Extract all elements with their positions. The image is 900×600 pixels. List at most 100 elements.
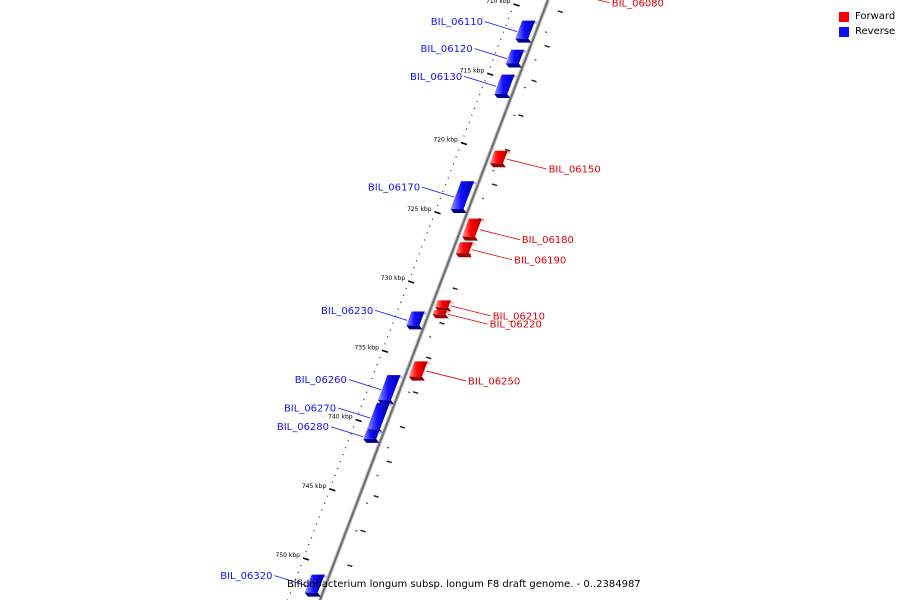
- gene-label[interactable]: BIL_06080: [612, 0, 664, 9]
- minor-tick: [415, 259, 418, 262]
- gene-bil-06110[interactable]: BIL_06110: [431, 17, 540, 43]
- minor-tick: [471, 114, 473, 117]
- tick-label: 730 kbp: [381, 275, 406, 282]
- dash-tick: [399, 425, 406, 429]
- gene-leader-line: [375, 310, 408, 321]
- gene-bottom-face: [462, 236, 479, 241]
- minor-tick: [336, 467, 339, 470]
- minor-tick: [505, 24, 507, 27]
- gene-label[interactable]: BIL_06270: [284, 404, 336, 415]
- gene-bottom-face: [406, 325, 423, 330]
- gene-leader-line: [484, 21, 518, 33]
- minor-tick: [468, 121, 471, 124]
- gene-label[interactable]: BIL_06250: [468, 376, 520, 387]
- minor-tick: [365, 391, 368, 394]
- gene-label[interactable]: BIL_06120: [421, 44, 473, 55]
- gene-body: [489, 150, 508, 164]
- major-tick: [513, 3, 520, 7]
- minor-tick: [376, 474, 379, 477]
- minor-tick: [386, 446, 390, 449]
- gene-label[interactable]: BIL_06280: [277, 422, 329, 433]
- gene-bottom-face: [432, 314, 449, 319]
- genome-backbone: [318, 0, 550, 600]
- gene-body: [408, 361, 428, 377]
- gene-leader-line: [338, 407, 371, 419]
- gene-label[interactable]: BIL_06210: [493, 311, 545, 322]
- minor-tick: [349, 432, 352, 435]
- gene-bil-06180[interactable]: BIL_06180: [462, 218, 574, 247]
- minor-tick: [499, 38, 502, 40]
- minor-tick: [436, 204, 439, 207]
- gene-bil-06250[interactable]: BIL_06250: [408, 361, 520, 387]
- minor-tick: [444, 183, 447, 186]
- legend-forward-label: Forward: [855, 11, 896, 22]
- minor-tick: [307, 543, 310, 546]
- gene-label[interactable]: BIL_06220: [490, 320, 542, 331]
- dash-tick: [426, 356, 432, 360]
- minor-tick: [360, 405, 363, 408]
- minor-tick: [494, 52, 497, 54]
- tick-marks: 710 kbp 715 kbp 720 kbp 725 kbp 730 kbp 735 k…: [276, 0, 564, 600]
- gene-leader-line: [447, 313, 488, 325]
- minor-tick: [484, 79, 486, 82]
- major-tick: [381, 349, 389, 353]
- gene-label[interactable]: BIL_06180: [522, 235, 574, 246]
- gene-bil-06170[interactable]: BIL_06170: [368, 181, 479, 213]
- gene-bil-06230[interactable]: BIL_06230: [321, 306, 429, 330]
- minor-tick: [321, 509, 323, 511]
- minor-tick: [363, 398, 365, 401]
- dash-tick: [439, 321, 445, 325]
- minor-tick: [357, 412, 360, 414]
- gene-bil-06130[interactable]: BIL_06130: [410, 72, 519, 99]
- gene-label[interactable]: BIL_06110: [431, 17, 483, 28]
- minor-tick: [378, 356, 381, 359]
- tick-label: 750 kbp: [276, 552, 301, 559]
- gene-label[interactable]: BIL_06230: [321, 306, 373, 317]
- minor-tick: [344, 446, 347, 449]
- dash-tick: [518, 114, 524, 118]
- minor-tick: [334, 474, 336, 477]
- gene-label[interactable]: BIL_06150: [549, 165, 601, 176]
- minor-tick: [371, 377, 373, 380]
- gene-bottom-face: [408, 376, 425, 381]
- minor-tick: [289, 592, 292, 594]
- minor-tick: [439, 197, 442, 200]
- gene-bil-06120[interactable]: BIL_06120: [421, 44, 529, 68]
- major-tick: [434, 211, 441, 215]
- gene-label[interactable]: BIL_06170: [368, 183, 420, 194]
- gene-bil-06190[interactable]: BIL_06190: [455, 242, 567, 266]
- minor-tick: [313, 529, 315, 532]
- gene-bil-06080[interactable]: BIL_06080: [554, 0, 664, 9]
- major-tick: [302, 557, 310, 561]
- minor-tick: [407, 391, 411, 394]
- minor-tick: [376, 363, 378, 366]
- minor-tick: [442, 190, 444, 193]
- dash-tick: [452, 287, 458, 291]
- gene-bottom-face: [455, 253, 472, 258]
- minor-tick: [431, 218, 434, 221]
- gene-leader-line: [474, 48, 507, 60]
- gene-body: [515, 20, 536, 39]
- minor-tick: [478, 93, 481, 96]
- minor-tick: [492, 59, 494, 61]
- minor-tick: [355, 529, 358, 532]
- dash-tick: [347, 564, 353, 568]
- gene-bil-06150[interactable]: BIL_06150: [489, 150, 601, 176]
- minor-tick: [323, 502, 326, 504]
- minor-tick: [455, 155, 457, 158]
- gene-bil-06220[interactable]: BIL_06220: [432, 310, 542, 331]
- gene-bil-06280[interactable]: BIL_06280: [277, 422, 384, 443]
- dash-tick: [412, 391, 419, 395]
- gene-label[interactable]: BIL_06260: [295, 375, 347, 386]
- tick-label: 720 kbp: [433, 137, 458, 144]
- gene-bil-06320[interactable]: BIL_06320: [220, 571, 329, 597]
- minor-tick: [389, 329, 392, 331]
- gene-label[interactable]: BIL_06130: [410, 72, 462, 83]
- gene-features: BIL_06080 BIL_06110 BIL_06120 BIL_06130 BIL_…: [220, 0, 664, 597]
- gene-body: [304, 574, 325, 593]
- gene-bil-06260[interactable]: BIL_06260: [295, 375, 405, 405]
- legend-reverse-label: Reverse: [855, 26, 896, 37]
- gene-label[interactable]: BIL_06190: [514, 255, 566, 266]
- gene-label[interactable]: BIL_06320: [220, 571, 272, 582]
- gene-bottom-face: [515, 38, 532, 43]
